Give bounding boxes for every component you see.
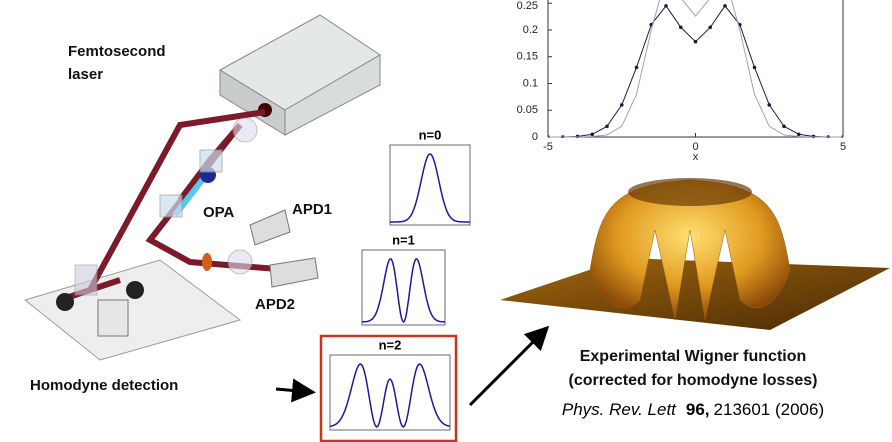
y-tick-label: 0 [532, 131, 538, 143]
y-tick-label: 0.1 [523, 77, 538, 89]
series-marker [767, 103, 771, 107]
homodyne-label: Homodyne detection [30, 377, 178, 394]
wigner-surface [500, 178, 890, 330]
y-tick-label: 0.05 [517, 104, 538, 116]
fock-plots: n=0 n=1 n=2 [330, 127, 470, 430]
arrow [276, 389, 310, 392]
series-marker [605, 124, 609, 128]
caption: Experimental Wigner function [580, 348, 807, 365]
volume: 96, [686, 400, 710, 419]
series-marker [620, 103, 624, 107]
series-line [548, 6, 843, 137]
fock-plot-frame [362, 250, 445, 325]
series-marker [664, 4, 668, 8]
x-axis-label: x [693, 151, 699, 163]
series-marker [753, 66, 757, 70]
journal: Phys. Rev. Lett [562, 400, 677, 419]
apd1-label: APD1 [292, 201, 332, 218]
arrow [470, 330, 545, 405]
fock-plot-title: n=2 [379, 337, 402, 352]
y-tick-label: 0.15 [517, 51, 538, 63]
series-marker [782, 124, 786, 128]
series-marker [694, 40, 698, 44]
figure: Femtosecond laser OPA APD1 APD2 Homodyne… [0, 0, 892, 442]
fock-plot-frame [390, 145, 470, 225]
x-tick-label: 5 [840, 141, 846, 153]
fock-plot-title: n=1 [392, 232, 415, 247]
series-marker [635, 66, 639, 70]
laser-label: laser [68, 66, 103, 83]
series-marker [723, 4, 727, 8]
page-number: 213601 (2006) [714, 400, 825, 419]
opa-label: OPA [203, 204, 235, 221]
x-tick-label: -5 [543, 141, 553, 153]
citation: Phys. Rev. Lett 96,213601 (2006) [562, 400, 824, 419]
series-line [548, 0, 843, 137]
series-marker [797, 133, 801, 137]
fock-plot-frame [330, 355, 450, 430]
y-tick-label: 0.2 [523, 24, 538, 36]
fock-plot-title: n=0 [419, 127, 442, 142]
plot-area [546, 0, 845, 139]
caption: (corrected for homodyne losses) [569, 372, 818, 389]
laser-label: Femtosecond [68, 43, 166, 60]
series-marker [708, 25, 712, 29]
y-tick-label: 0.25 [517, 0, 538, 12]
apd2-label: APD2 [255, 296, 295, 313]
series-marker [679, 25, 683, 29]
series-marker [590, 133, 594, 137]
